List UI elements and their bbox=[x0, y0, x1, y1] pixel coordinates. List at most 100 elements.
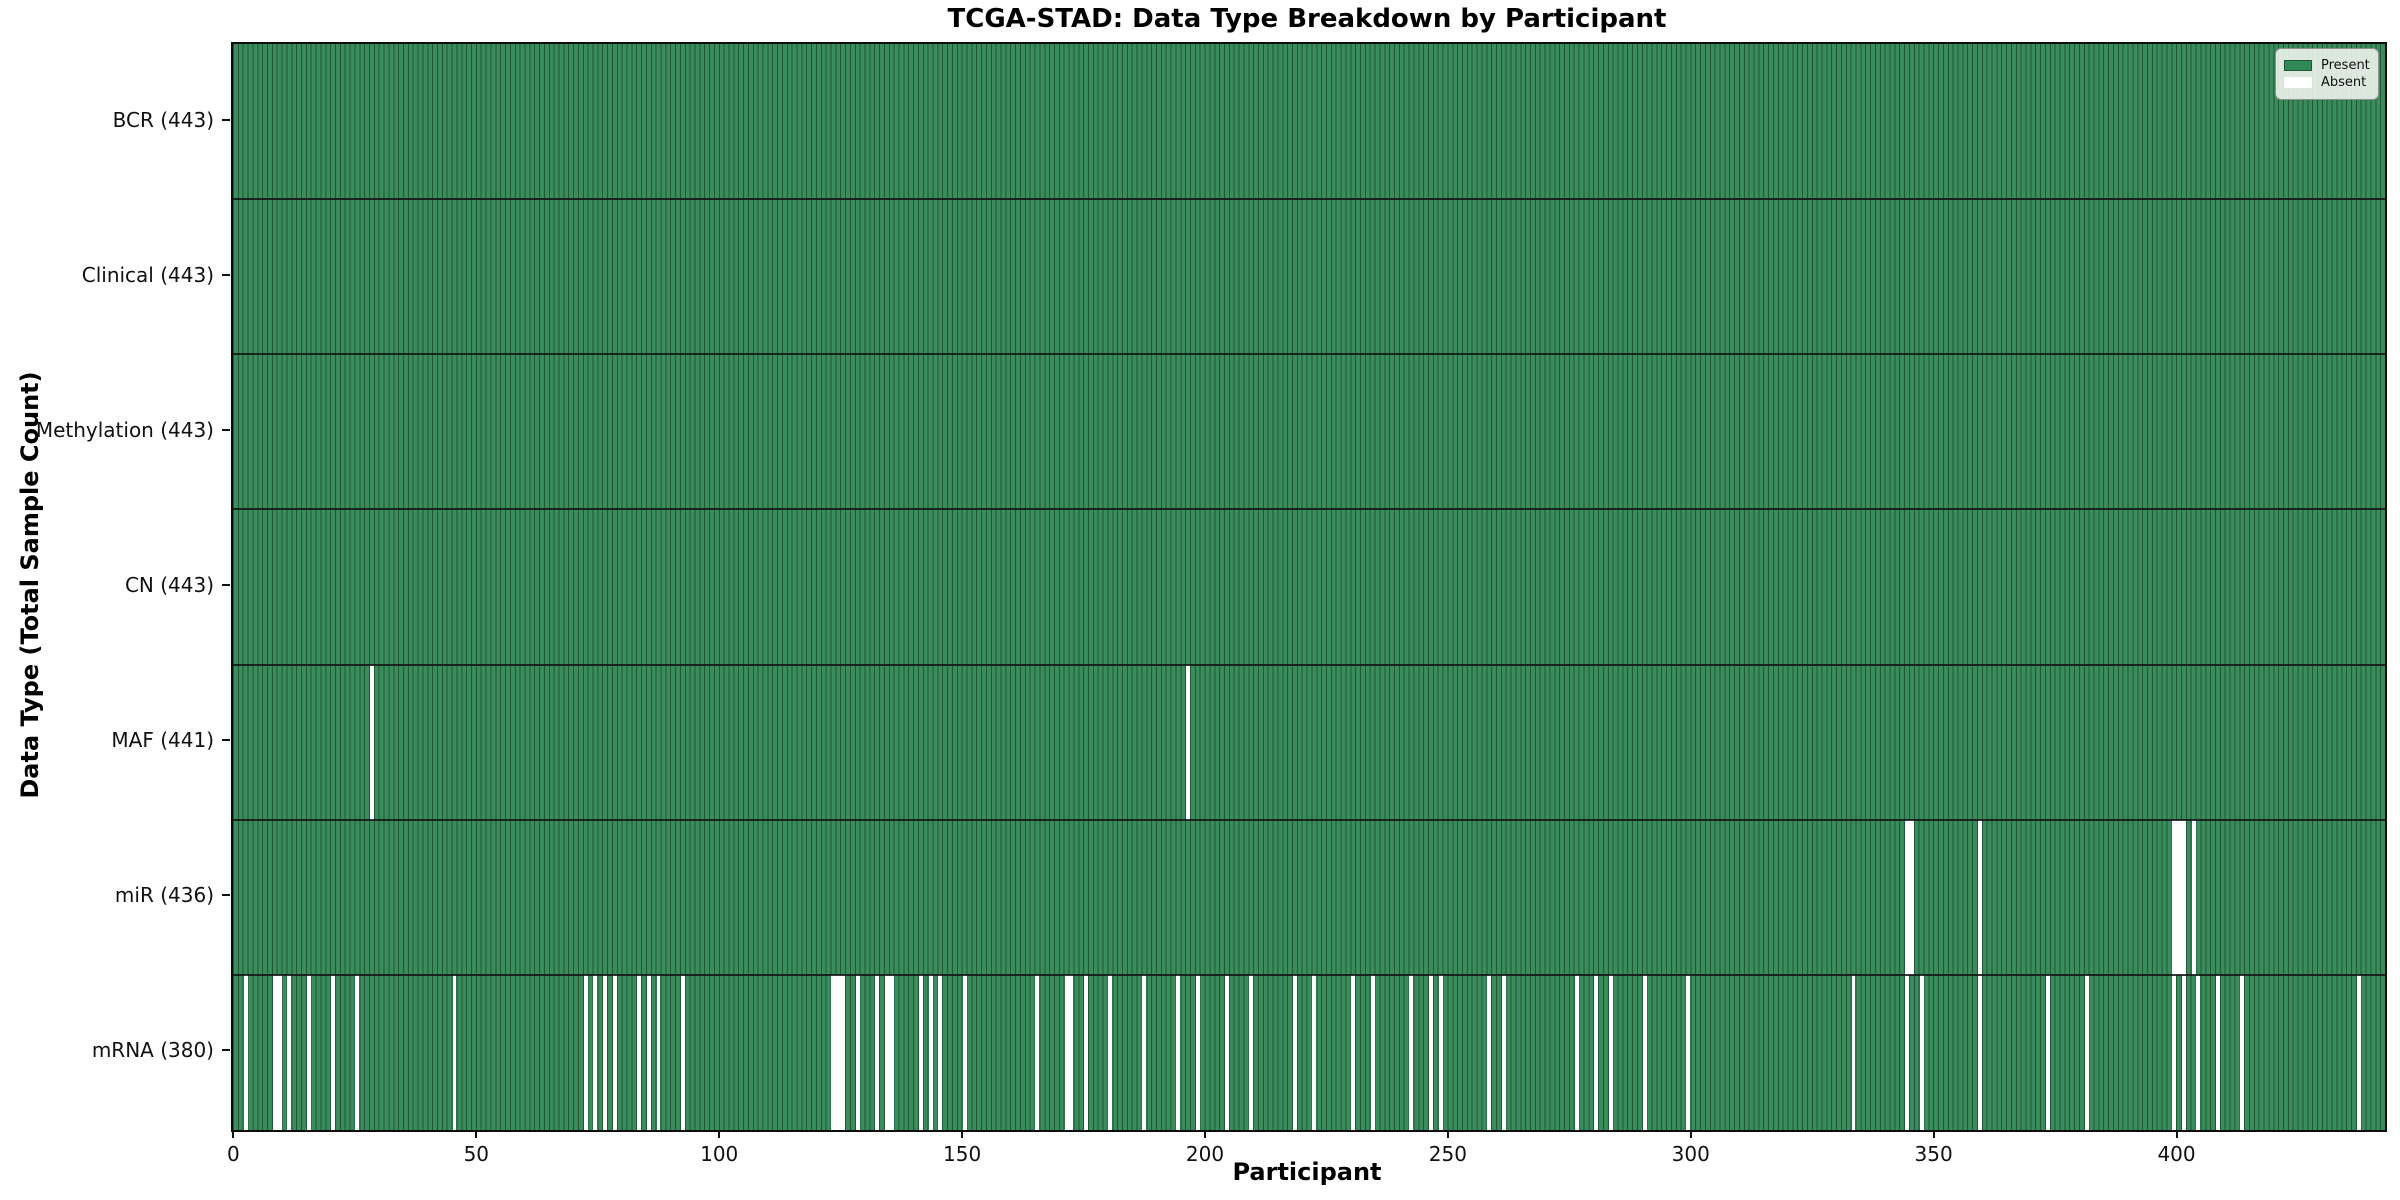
absent-gap bbox=[1851, 974, 1856, 1130]
absent-gap bbox=[1142, 974, 1147, 1130]
plot-area: Present Absent bbox=[231, 42, 2387, 1132]
y-tick-label-BCR: BCR (443) bbox=[112, 107, 214, 132]
legend: Present Absent bbox=[2275, 48, 2379, 100]
absent-gap bbox=[1904, 974, 1909, 1130]
absent-gap bbox=[355, 974, 360, 1130]
absent-gap bbox=[1594, 974, 1599, 1130]
y-tick-mark bbox=[222, 428, 230, 431]
absent-gap bbox=[1292, 974, 1297, 1130]
absent-gap bbox=[831, 974, 846, 1130]
absent-gap bbox=[1409, 974, 1414, 1130]
absent-gap bbox=[306, 974, 311, 1130]
absent-gap bbox=[1186, 664, 1190, 820]
y-tick-label-Methylation: Methylation (443) bbox=[35, 417, 214, 442]
absent-gap bbox=[656, 974, 661, 1130]
absent-gap bbox=[1438, 974, 1443, 1130]
row-divider bbox=[233, 973, 2385, 976]
y-tick-label-CN: CN (443) bbox=[124, 573, 214, 597]
absent-gap bbox=[1064, 974, 1074, 1130]
x-tick-label-250: 250 bbox=[1428, 1142, 1467, 1166]
absent-gap bbox=[1035, 974, 1040, 1130]
y-tick-label-Clinical: Clinical (443) bbox=[81, 262, 214, 287]
absent-gap bbox=[2181, 974, 2186, 1130]
absent-gap bbox=[1574, 974, 1579, 1130]
absent-gap bbox=[1428, 974, 1433, 1130]
y-tick-mark bbox=[222, 1049, 230, 1052]
absent-gap bbox=[287, 974, 292, 1130]
y-tick-mark bbox=[222, 739, 230, 742]
absent-gap bbox=[603, 974, 608, 1130]
x-tick-mark bbox=[2175, 1130, 2178, 1138]
absent-gap bbox=[884, 974, 894, 1130]
absent-gap bbox=[1108, 974, 1113, 1130]
y-tick-mark bbox=[222, 273, 230, 276]
absent-gap bbox=[272, 974, 282, 1130]
row-divider bbox=[233, 663, 2385, 666]
absent-gap bbox=[875, 974, 880, 1130]
x-tick-mark bbox=[1446, 1130, 1449, 1138]
absent-gap bbox=[637, 974, 642, 1130]
y-tick-label-miR: miR (436) bbox=[114, 883, 214, 908]
absent-gap bbox=[2084, 974, 2089, 1130]
row-divider bbox=[233, 353, 2385, 356]
absent-gap bbox=[1501, 974, 1506, 1130]
absent-gap bbox=[1351, 974, 1356, 1130]
absent-gap bbox=[1919, 974, 1924, 1130]
row-Methylation bbox=[233, 354, 2385, 510]
present-swatch-icon bbox=[2284, 60, 2312, 71]
y-tick-mark bbox=[222, 894, 230, 897]
row-CN bbox=[233, 509, 2385, 665]
row-divider bbox=[233, 198, 2385, 201]
x-tick-mark bbox=[232, 1130, 235, 1138]
absent-gap bbox=[1977, 819, 1982, 975]
absent-gap bbox=[2172, 819, 2186, 975]
legend-label-absent: Absent bbox=[2321, 75, 2367, 90]
absent-gap bbox=[1195, 974, 1200, 1130]
row-Clinical bbox=[233, 199, 2385, 355]
absent-gap bbox=[1370, 974, 1375, 1130]
absent-gap bbox=[2215, 974, 2220, 1130]
absent-gap bbox=[583, 974, 588, 1130]
absent-gap bbox=[1608, 974, 1613, 1130]
absent-gap bbox=[855, 974, 860, 1130]
absent-gap bbox=[646, 974, 651, 1130]
absent-gap bbox=[452, 974, 457, 1130]
x-tick-label-200: 200 bbox=[1185, 1142, 1225, 1166]
absent-gap bbox=[1977, 974, 1982, 1130]
absent-gap bbox=[1686, 974, 1691, 1130]
row-miR bbox=[233, 819, 2385, 975]
legend-item-absent: Absent bbox=[2284, 75, 2370, 90]
row-divider bbox=[233, 818, 2385, 821]
y-tick-label-MAF: MAF (441) bbox=[111, 728, 214, 753]
absent-gap bbox=[1224, 974, 1229, 1130]
absent-gap bbox=[2172, 974, 2177, 1130]
y-tick-mark bbox=[222, 118, 230, 121]
absent-gap bbox=[593, 974, 598, 1130]
row-divider bbox=[233, 508, 2385, 511]
absent-swatch-icon bbox=[2284, 77, 2312, 88]
absent-gap bbox=[2196, 974, 2201, 1130]
absent-gap bbox=[1487, 974, 1492, 1130]
row-MAF bbox=[233, 664, 2385, 820]
absent-gap bbox=[369, 664, 374, 820]
absent-gap bbox=[243, 974, 248, 1130]
y-tick-label-mRNA: mRNA (380) bbox=[91, 1038, 214, 1063]
absent-gap bbox=[928, 974, 933, 1130]
absent-gap bbox=[962, 974, 967, 1130]
absent-gap bbox=[1084, 974, 1088, 1130]
x-tick-mark bbox=[961, 1130, 964, 1138]
absent-gap bbox=[612, 974, 617, 1130]
legend-item-present: Present bbox=[2284, 58, 2370, 73]
absent-gap bbox=[2240, 974, 2245, 1130]
x-tick-mark bbox=[1203, 1130, 1206, 1138]
x-tick-label-100: 100 bbox=[700, 1142, 739, 1166]
absent-gap bbox=[2191, 819, 2196, 975]
absent-gap bbox=[2356, 974, 2361, 1130]
x-tick-label-350: 350 bbox=[1914, 1142, 1953, 1166]
absent-gap bbox=[1642, 974, 1647, 1130]
x-tick-mark bbox=[718, 1130, 721, 1138]
y-tick-mark bbox=[222, 584, 230, 586]
absent-gap bbox=[938, 974, 943, 1130]
x-axis-label: Participant bbox=[1232, 1158, 1382, 1186]
